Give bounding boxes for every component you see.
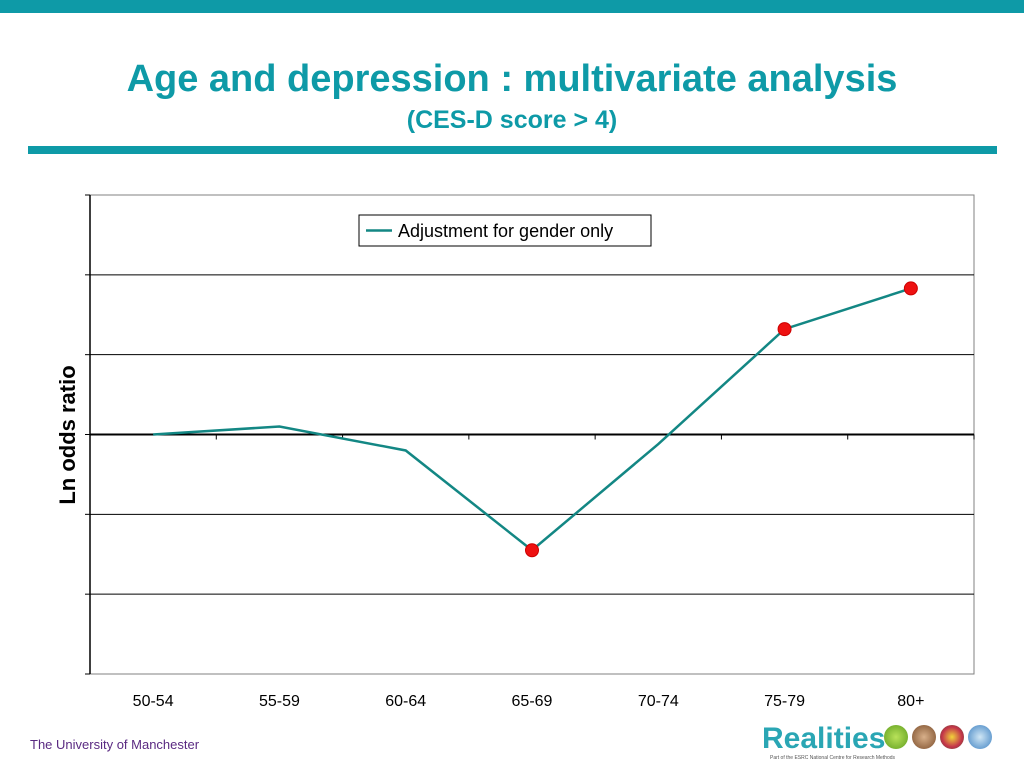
x-tick-label: 55-59 bbox=[259, 693, 300, 710]
logo-tagline: Part of the ESRC National Centre for Res… bbox=[770, 755, 896, 761]
x-tick-label: 75-79 bbox=[764, 693, 805, 710]
data-point-marker bbox=[525, 543, 539, 558]
legend-label: Adjustment for gender only bbox=[398, 221, 613, 241]
title-underline bbox=[28, 146, 997, 154]
y-axis-label: Ln odds ratio bbox=[55, 365, 80, 505]
data-point-marker bbox=[903, 281, 918, 296]
realities-logo: Realities Part of the ESRC National Cent… bbox=[762, 722, 1002, 762]
legend-box bbox=[358, 214, 652, 247]
top-accent-bar bbox=[0, 0, 1024, 13]
x-tick-label: 50-54 bbox=[133, 693, 174, 710]
x-tick-label: 80+ bbox=[897, 693, 924, 710]
slide-subtitle: (CES-D score > 4) bbox=[406, 106, 618, 134]
university-footer: The University of Manchester bbox=[30, 737, 200, 752]
x-tick-label: 65-69 bbox=[512, 693, 553, 710]
logo-wordmark: Realities bbox=[762, 722, 886, 755]
x-tick-label: 70-74 bbox=[638, 693, 679, 710]
beads-icon bbox=[940, 725, 964, 749]
grass-icon bbox=[884, 725, 908, 749]
x-tick-label: 60-64 bbox=[385, 693, 426, 710]
data-point-marker bbox=[777, 322, 792, 337]
globe-icon bbox=[968, 725, 992, 749]
people-icon bbox=[912, 725, 936, 749]
slide-title: Age and depression : multivariate analys… bbox=[126, 58, 898, 100]
